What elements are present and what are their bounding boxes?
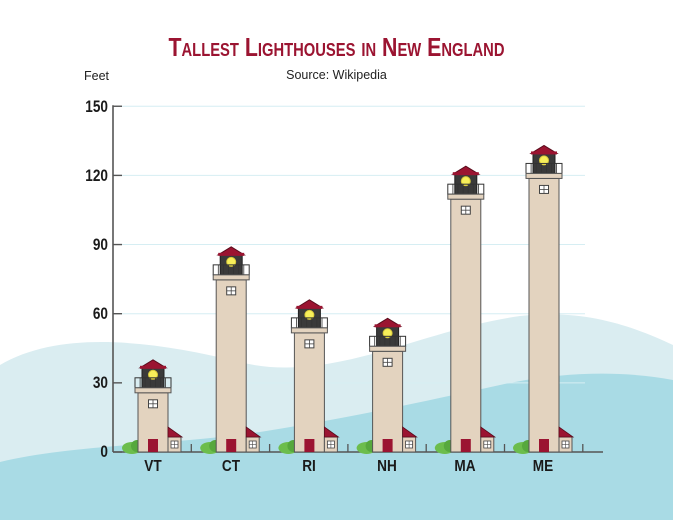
y-tick-90: 90 <box>92 235 108 254</box>
x-label-me: ME <box>532 458 554 475</box>
y-tick-30: 30 <box>92 373 108 392</box>
y-tick-150: 150 <box>85 97 108 116</box>
y-tick-60: 60 <box>92 304 108 323</box>
lighthouse-ct <box>200 246 262 454</box>
lighthouse-me <box>513 144 575 454</box>
gridlines <box>113 105 585 384</box>
lighthouse-vt <box>122 359 184 454</box>
lighthouse-bars <box>122 144 575 454</box>
y-tick-120: 120 <box>85 166 108 185</box>
chart-title: Tallest Lighthouses in New England <box>168 32 505 62</box>
y-axis-label: Feet <box>84 69 110 83</box>
lighthouse-nh <box>356 317 418 454</box>
x-label-vt: VT <box>144 458 162 475</box>
lighthouse-ri <box>278 299 340 454</box>
x-label-ma: MA <box>454 458 476 475</box>
x-label-nh: NH <box>377 458 397 475</box>
chart-source: Source: Wikipedia <box>286 68 387 82</box>
y-tick-0: 0 <box>100 442 108 461</box>
lighthouse-ma <box>434 165 497 454</box>
x-label-ri: RI <box>302 458 316 475</box>
x-label-ct: CT <box>221 458 241 475</box>
